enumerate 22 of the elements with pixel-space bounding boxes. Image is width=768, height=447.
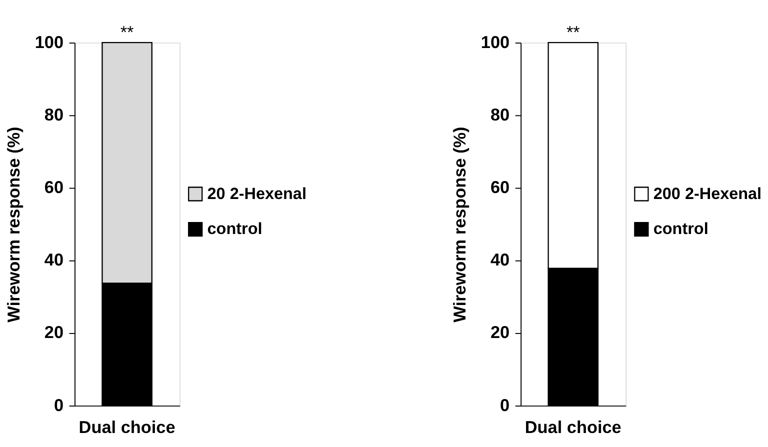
annotation: ** bbox=[120, 22, 134, 42]
y-tick-label: 80 bbox=[490, 104, 510, 124]
legend-label: control bbox=[207, 220, 262, 238]
y-tick-label: 20 bbox=[490, 322, 510, 342]
y-axis-title: Wireworm response (%) bbox=[4, 126, 24, 322]
y-tick-label: 20 bbox=[44, 322, 64, 342]
y-tick-label: 40 bbox=[44, 250, 64, 270]
y-tick-label: 60 bbox=[44, 177, 64, 198]
y-tick-label: 0 bbox=[54, 394, 64, 415]
y-tick-label: 100 bbox=[480, 32, 510, 52]
y-tick-label: 100 bbox=[34, 32, 64, 52]
y-tick-label: 80 bbox=[44, 104, 64, 124]
y-tick-label: 40 bbox=[490, 250, 510, 270]
y-axis-title: Wireworm response (%) bbox=[450, 126, 470, 322]
x-tick-label: Dual choice bbox=[78, 416, 176, 437]
legend-label: 20 2-Hexenal bbox=[207, 184, 306, 203]
annotation: ** bbox=[566, 22, 580, 42]
legend-label: control bbox=[653, 220, 708, 238]
x-tick-label: Dual choice bbox=[524, 416, 622, 437]
y-tick-label: 60 bbox=[490, 177, 510, 198]
y-tick-label: 0 bbox=[500, 394, 510, 415]
legend-label: 200 2-Hexenal bbox=[653, 184, 762, 203]
